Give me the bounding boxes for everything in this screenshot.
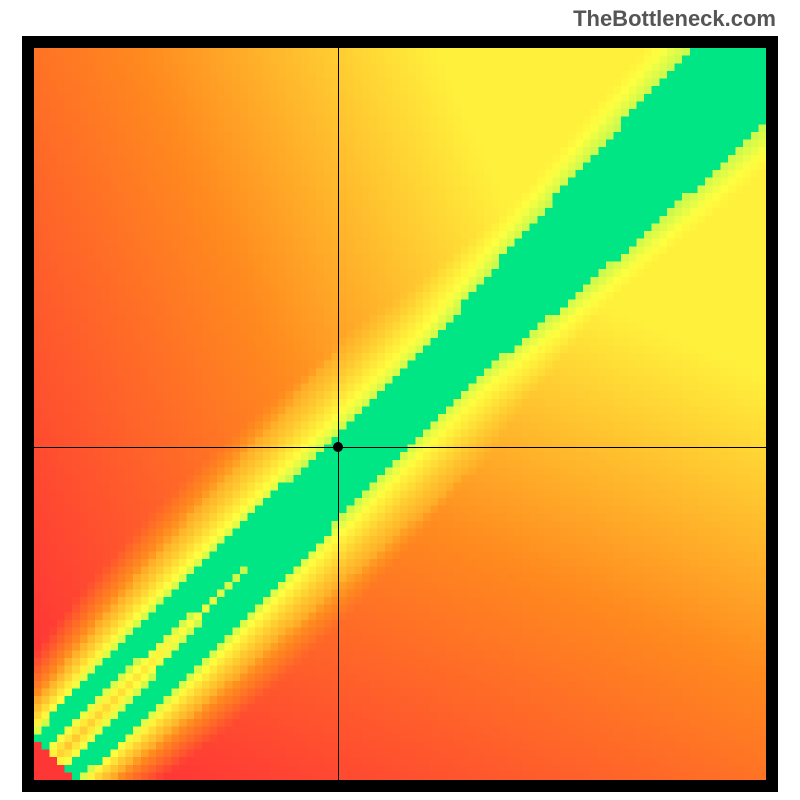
crosshair-vertical	[338, 48, 339, 780]
crosshair-marker[interactable]	[333, 442, 343, 452]
crosshair-horizontal	[34, 447, 766, 448]
watermark-text: TheBottleneck.com	[573, 6, 776, 32]
chart-frame	[22, 36, 778, 792]
plot-area	[34, 48, 766, 780]
heatmap-canvas	[34, 48, 766, 780]
chart-container: TheBottleneck.com	[0, 0, 800, 800]
